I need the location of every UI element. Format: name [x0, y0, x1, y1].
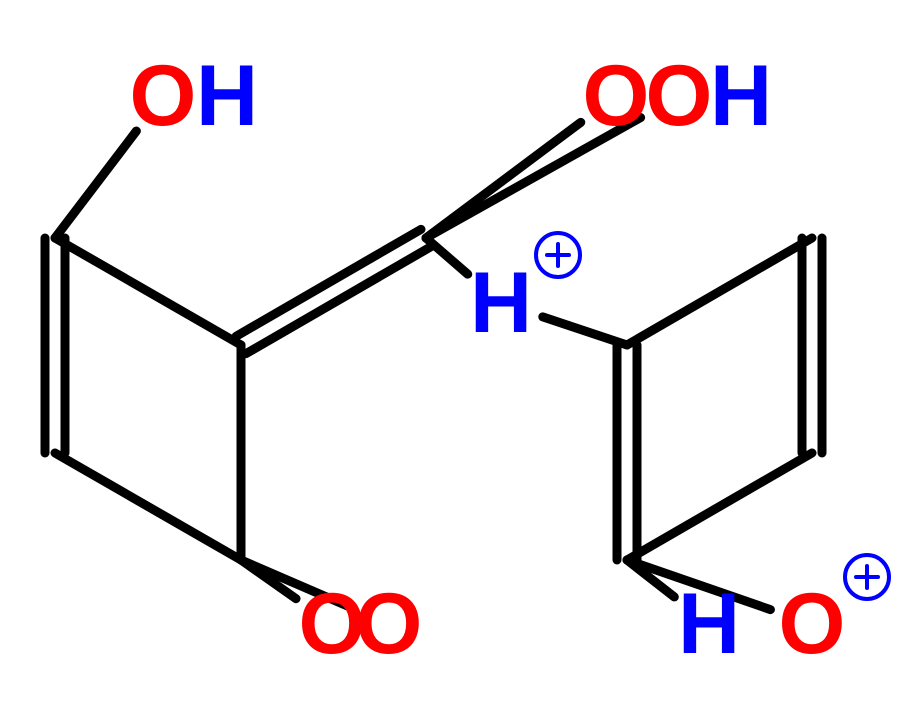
atom-label: O — [583, 48, 650, 144]
molecule-diagram: OHOOHOOHHO — [0, 0, 905, 705]
atom-label: H — [710, 48, 772, 144]
atom-label: H — [470, 255, 532, 351]
atom-label: H — [196, 48, 258, 144]
atom-label: O — [779, 576, 846, 672]
atom-label: O — [356, 576, 423, 672]
atom-label: O — [646, 48, 713, 144]
atom-label: O — [130, 48, 197, 144]
atom-label: H — [678, 576, 740, 672]
